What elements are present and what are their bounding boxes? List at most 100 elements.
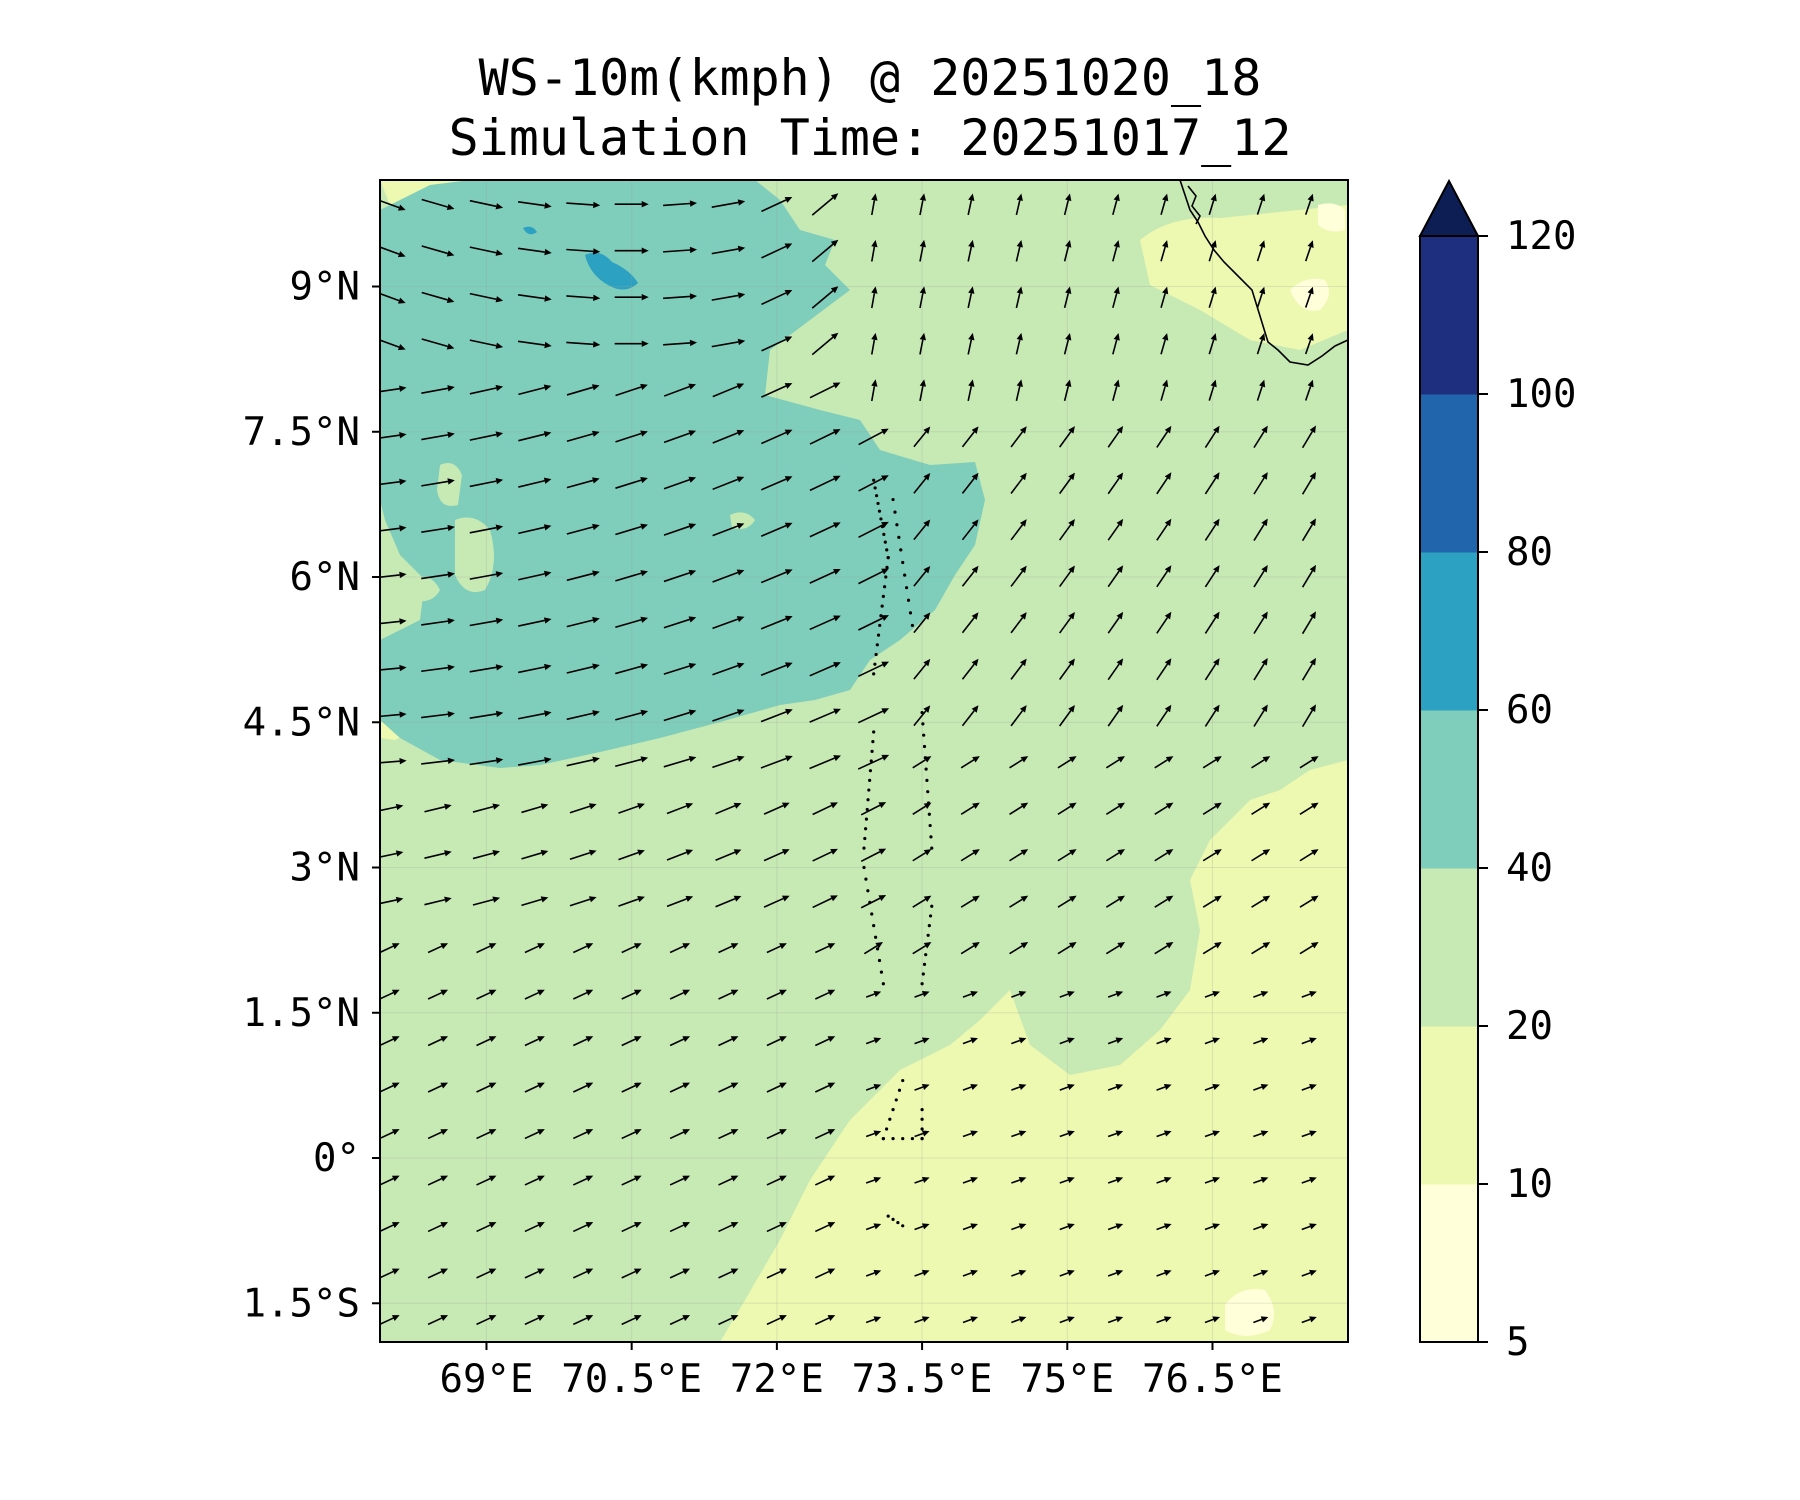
wind-arrow [380,896,404,905]
wind-arrow [1059,1083,1075,1091]
wind-arrow [1160,240,1169,262]
atoll-dot [894,1098,898,1102]
wind-arrow [967,286,975,309]
wind-arrow [865,1269,882,1277]
wind-arrow [962,1083,978,1091]
atoll-dot [875,947,880,951]
wind-arrow [517,340,552,349]
wind-arrow [814,1315,836,1326]
colorbar-segment [1420,710,1478,869]
wind-arrow [1301,518,1316,542]
wind-arrow [961,565,979,587]
wind-arrow [718,1315,739,1326]
wind-arrow [421,198,455,211]
wind-arrow [960,942,980,955]
wind-arrow [718,1036,739,1047]
wind-arrow [380,711,407,718]
wind-arrow [760,522,793,537]
lat-tick-label: 6°N [290,555,360,600]
wind-arrow [427,1129,449,1140]
wind-arrow [421,385,455,394]
wind-arrow [518,756,552,766]
wind-arrow [427,1036,449,1047]
wind-arrow [715,849,742,862]
lat-tick-label: 9°N [290,265,360,310]
wind-arrow [518,710,552,720]
colorbar-segment [1420,1026,1478,1185]
wind-arrow [1156,1316,1172,1324]
wind-arrow [618,849,645,861]
wind-arrow [380,432,407,439]
wind-arrow [919,239,926,262]
wind-arrow [1301,611,1316,635]
wind-arrow [469,384,504,395]
atoll-dot [879,970,884,974]
wind-arrow [1208,240,1217,262]
wind-arrow [912,802,932,815]
wind-arrow [766,989,787,1000]
wind-arrow [1011,1176,1027,1184]
atoll-dot [862,846,866,850]
lon-tick-label: 69°E [440,1357,534,1402]
wind-arrow [380,571,407,579]
wind-arrow [715,895,742,908]
wind-arrow [469,571,504,580]
wind-arrow [1256,240,1266,262]
wind-arrow [1107,1083,1124,1091]
wind-arrow [914,1083,930,1091]
wind-arrow [962,1223,978,1231]
wind-arrow [960,802,980,815]
wind-arrow [1105,895,1126,908]
wind-arrow [809,568,841,584]
wind-arrow [1160,379,1169,401]
wind-arrow [380,943,400,954]
wind-arrow [1253,704,1268,727]
colorbar-extend-arrow [1418,178,1480,237]
wind-arrow [427,1315,449,1326]
wind-arrow [663,430,697,444]
colorbar-tick-label: 60 [1506,688,1553,733]
wind-arrow [913,565,931,587]
chart-title: WS-10m(kmph) @ 20251020_18 [478,49,1262,107]
wind-arrow [524,1036,545,1047]
colorbar-tick-label: 20 [1506,1004,1553,1049]
wind-arrow [967,193,975,216]
wind-arrow [621,1036,642,1047]
atoll-dot [901,1224,905,1228]
lat-tick-label: 3°N [290,846,360,891]
wind-arrow [427,989,449,1000]
wind-arrow [814,943,836,954]
wind-arrow [1059,1223,1075,1231]
wind-arrow [766,1222,787,1233]
wind-arrow [1154,756,1174,769]
wind-arrow [715,802,742,815]
wind-arrow [961,612,979,634]
wind-arrow [1059,1037,1075,1045]
wind-arrow [421,711,455,719]
wind-arrow [476,1082,497,1093]
wind-arrow [761,197,793,213]
wind-arrow [1058,472,1075,495]
wind-arrow [912,849,932,862]
wind-arrow [572,1175,594,1186]
wind-arrow [1156,1269,1172,1277]
atoll-dot [908,611,913,615]
wind-arrow [1204,991,1220,998]
wind-arrow [1107,518,1124,541]
wind-arrow [761,243,793,259]
wind-arrow [615,477,648,489]
lon-tick-label: 75°E [1020,1357,1114,1402]
wind-arrow [380,850,404,858]
wind-arrow [912,942,932,955]
wind-arrow [712,476,745,491]
contour-60-80-small [523,226,537,235]
wind-arrow [1057,802,1077,815]
atoll-dot [896,1220,900,1225]
wind-arrow [569,849,597,861]
wind-arrow [663,569,697,583]
wind-arrow [476,1036,497,1047]
wind-arrow [517,294,552,302]
wind-arrow [712,429,745,444]
wind-arrow [380,478,407,486]
